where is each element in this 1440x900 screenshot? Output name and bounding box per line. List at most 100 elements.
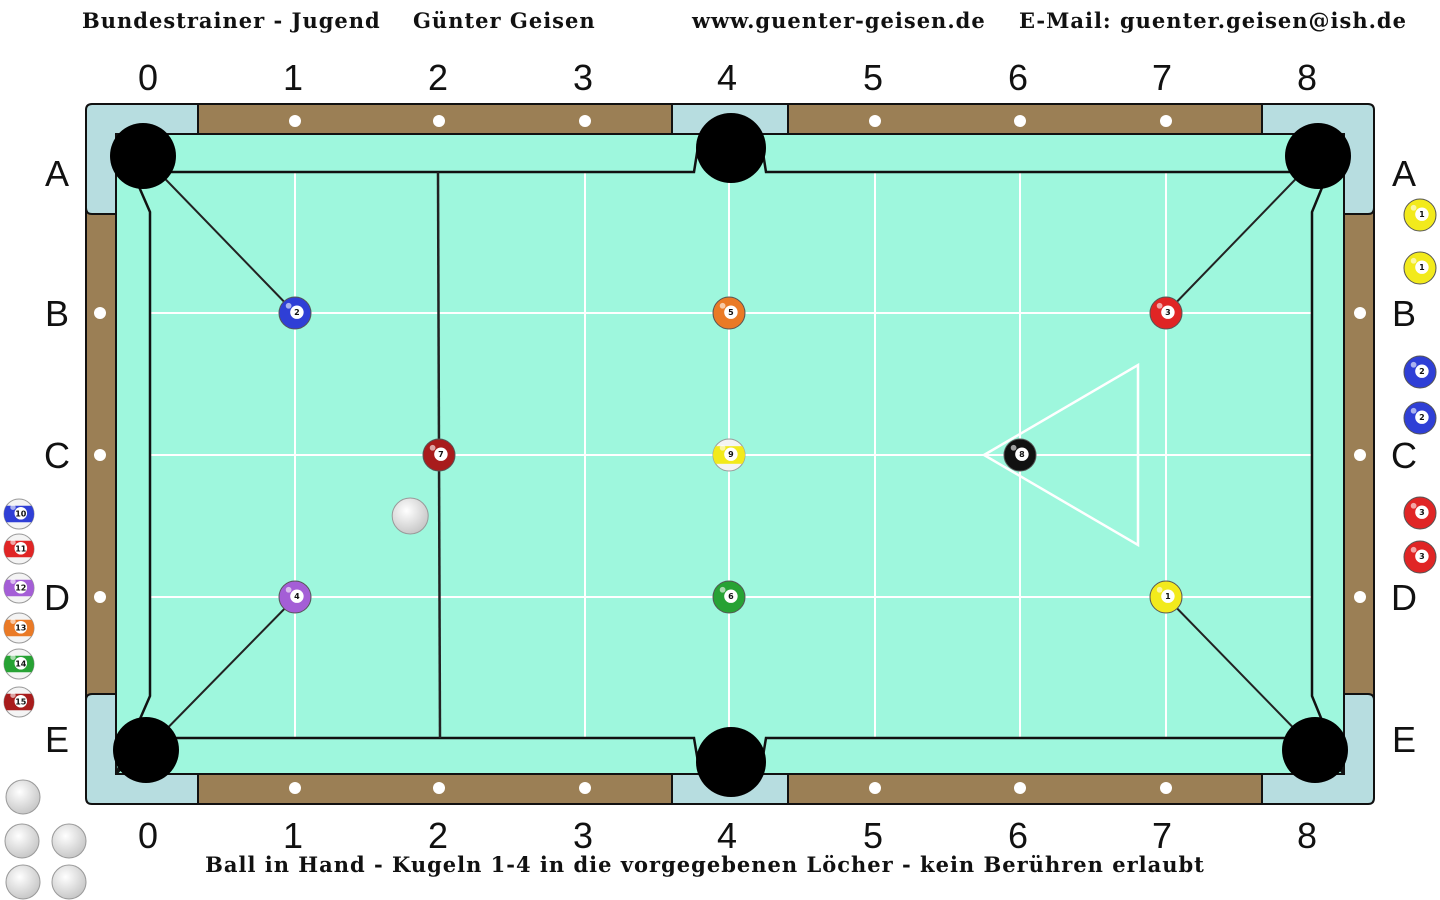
tray-ball-12: 12 <box>3 572 35 604</box>
header-name: Günter Geisen <box>413 8 596 33</box>
ball-number-disc <box>1015 447 1029 461</box>
spare-cue-ball <box>51 823 87 859</box>
ball-number-disc <box>1161 305 1175 319</box>
ball-highlight <box>1410 361 1417 368</box>
ball-number-disc <box>14 541 28 555</box>
ball-highlight <box>719 586 726 593</box>
column-label: 4 <box>717 57 737 98</box>
ball-number: 11 <box>15 544 27 553</box>
column-label: 3 <box>573 57 593 98</box>
ball-number: 8 <box>1019 450 1025 459</box>
aim-line-top-right <box>1165 155 1319 314</box>
ball-number-disc <box>1415 410 1429 424</box>
ball-1: 1 <box>1149 580 1183 614</box>
column-label: 8 <box>1297 815 1317 856</box>
row-label: B <box>1392 293 1416 334</box>
pocket-bottom-left <box>113 717 179 783</box>
tray-ball-3: 3 <box>1403 496 1437 530</box>
diamond-marker <box>94 307 106 319</box>
header-email[interactable]: E-Mail: guenter.geisen@ish.de <box>1019 8 1407 33</box>
ball-number: 1 <box>1419 210 1425 219</box>
ball-number: 3 <box>1419 552 1425 561</box>
header-website[interactable]: www.guenter-geisen.de <box>692 8 986 33</box>
pocket-top-middle <box>696 113 766 183</box>
right-ball-tray: 1 1 2 2 3 3 <box>1403 198 1437 574</box>
ball-number-disc <box>434 447 448 461</box>
ball-number: 9 <box>728 450 734 459</box>
ball-number-disc <box>14 580 28 594</box>
row-labels-left: A B C D E <box>44 153 70 760</box>
ball-number-disc <box>1415 207 1429 221</box>
tray-ball-14: 14 <box>3 648 35 680</box>
aim-line-top-left <box>142 155 296 314</box>
tray-ball-11: 11 <box>3 533 35 565</box>
spare-cue-ball <box>51 864 87 900</box>
column-label: 6 <box>1008 57 1028 98</box>
row-label: A <box>45 153 69 194</box>
ball-highlight <box>1410 257 1417 264</box>
row-label: E <box>1392 719 1416 760</box>
diamond-marker <box>579 115 591 127</box>
ball-number: 7 <box>438 450 444 459</box>
tray-ball-1: 1 <box>1403 198 1437 232</box>
ball-number-disc <box>14 656 28 670</box>
table-balls: 2 5 3 7 9 8 4 6 1 <box>278 296 1183 614</box>
column-label: 6 <box>1008 815 1028 856</box>
ball-number-disc <box>14 620 28 634</box>
column-label: 4 <box>717 815 737 856</box>
ball-number-disc <box>1161 589 1175 603</box>
ball-4: 4 <box>278 580 312 614</box>
ball-number-disc <box>1415 364 1429 378</box>
ball-number-disc <box>724 447 738 461</box>
column-label: 0 <box>138 57 158 98</box>
column-label: 1 <box>283 815 303 856</box>
column-label: 1 <box>283 57 303 98</box>
ball-number: 3 <box>1419 508 1425 517</box>
ball-7: 7 <box>422 438 456 472</box>
ball-number: 15 <box>15 697 27 706</box>
exercise-caption: Ball in Hand - Kugeln 1-4 in die vorgege… <box>205 852 1205 877</box>
tray-ball-2: 2 <box>1403 401 1437 435</box>
column-labels-top: 0 1 2 3 4 5 6 7 8 <box>138 57 1317 98</box>
ball-number-disc <box>290 305 304 319</box>
pocket-top-right <box>1285 123 1351 189</box>
column-label: 5 <box>863 57 883 98</box>
ball-highlight <box>1156 586 1163 593</box>
column-label: 2 <box>428 57 448 98</box>
spare-cue-ball <box>4 823 40 859</box>
pocket-top-left <box>110 123 176 189</box>
row-label: D <box>44 577 70 618</box>
pocket-bottom-middle <box>696 727 766 797</box>
aim-line-bottom-left <box>145 596 297 751</box>
ball-number-disc <box>290 589 304 603</box>
ball-highlight <box>1410 407 1417 414</box>
ball-9: 9 <box>712 438 746 472</box>
ball-number-disc <box>724 589 738 603</box>
column-label: 7 <box>1152 815 1172 856</box>
ball-number-disc <box>1415 549 1429 563</box>
tray-ball-3: 3 <box>1403 540 1437 574</box>
ball-highlight <box>10 692 16 698</box>
ball-number: 1 <box>1165 592 1171 601</box>
header-left: Bundestrainer - Jugend <box>82 8 381 33</box>
diamond-marker <box>433 115 445 127</box>
pockets <box>110 113 1351 797</box>
diamond-marker <box>433 782 445 794</box>
diamond-marker <box>1354 307 1366 319</box>
column-labels-bottom: 0 1 2 3 4 5 6 7 8 <box>138 815 1317 856</box>
ball-highlight <box>10 504 16 510</box>
cue-ball <box>391 497 429 535</box>
ball-2: 2 <box>278 296 312 330</box>
diamond-marker <box>289 115 301 127</box>
ball-highlight <box>429 444 436 451</box>
tray-ball-13: 13 <box>3 612 35 644</box>
ball-highlight <box>10 618 16 624</box>
row-labels-right: A B C D E <box>1391 153 1417 760</box>
tray-ball-1: 1 <box>1403 251 1437 285</box>
ball-number-disc <box>724 305 738 319</box>
column-label: 7 <box>1152 57 1172 98</box>
ball-number-disc <box>14 506 28 520</box>
diamond-marker <box>289 782 301 794</box>
ball-number: 12 <box>15 583 26 592</box>
